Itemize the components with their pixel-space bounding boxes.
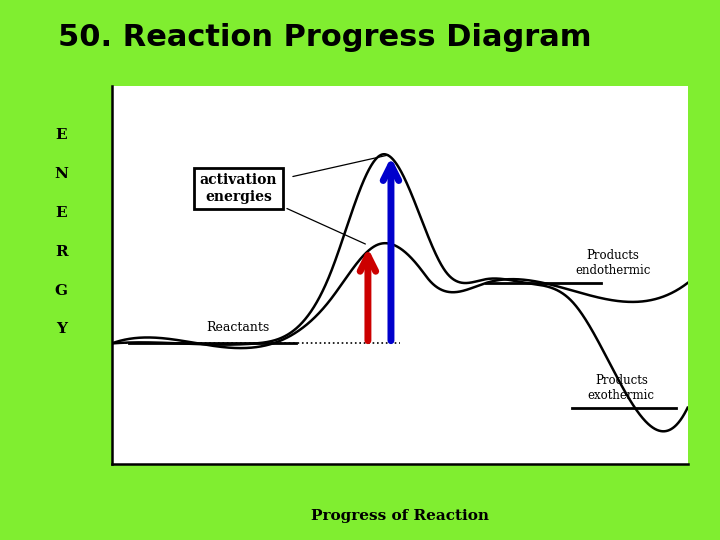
Text: R: R bbox=[55, 245, 68, 259]
Text: E: E bbox=[55, 206, 67, 220]
Text: Products
endothermic: Products endothermic bbox=[575, 249, 650, 278]
Text: Progress of Reaction: Progress of Reaction bbox=[310, 509, 489, 523]
Text: Y: Y bbox=[55, 322, 67, 336]
Text: E: E bbox=[55, 128, 67, 142]
Text: G: G bbox=[55, 284, 68, 298]
Text: Products
exothermic: Products exothermic bbox=[588, 374, 655, 402]
Text: activation
energies: activation energies bbox=[199, 173, 277, 204]
Text: N: N bbox=[54, 167, 68, 181]
Text: Reactants: Reactants bbox=[207, 321, 270, 334]
Text: 50. Reaction Progress Diagram: 50. Reaction Progress Diagram bbox=[58, 23, 591, 52]
